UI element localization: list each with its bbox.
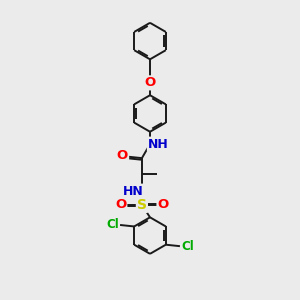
Text: O: O	[144, 76, 156, 89]
Text: NH: NH	[148, 138, 169, 151]
Text: O: O	[158, 199, 169, 212]
Text: Cl: Cl	[106, 218, 119, 232]
Text: S: S	[137, 198, 147, 212]
Text: O: O	[115, 199, 126, 212]
Text: HN: HN	[123, 184, 144, 198]
Text: O: O	[117, 149, 128, 162]
Text: Cl: Cl	[181, 240, 194, 253]
